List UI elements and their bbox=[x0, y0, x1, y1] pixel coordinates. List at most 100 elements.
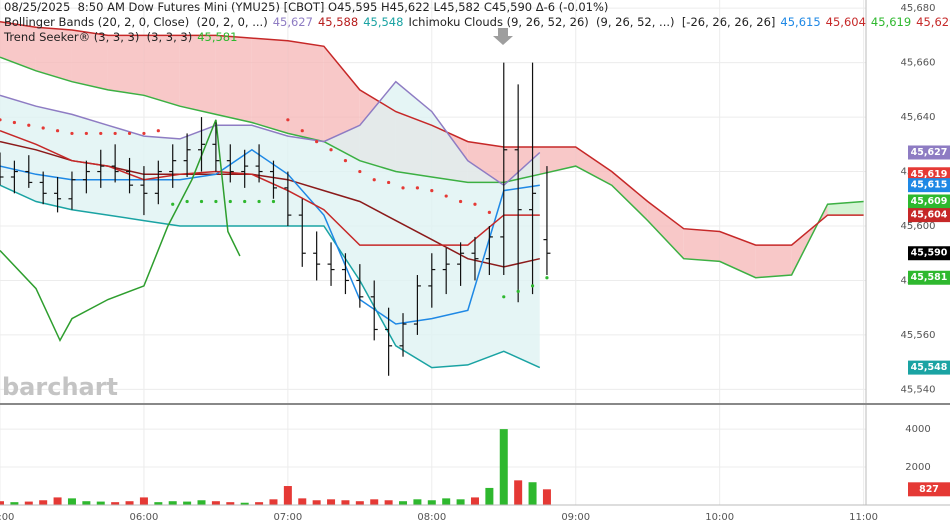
volume-bar bbox=[139, 497, 148, 505]
trend-dot bbox=[171, 202, 175, 206]
cloud-fill bbox=[719, 231, 756, 278]
price-marker bbox=[908, 360, 950, 375]
trend-dot bbox=[286, 118, 290, 122]
price-marker-label: 45,548 bbox=[911, 362, 948, 373]
volume-bar bbox=[24, 501, 33, 505]
trend-dot bbox=[243, 199, 247, 204]
legend-text: 45,627 bbox=[272, 15, 313, 29]
price-marker bbox=[908, 482, 950, 497]
trend-dot bbox=[300, 129, 304, 133]
legend-line: Trend Seeker® (3, 3, 3) (3, 3, 3) 45,581 bbox=[4, 30, 950, 45]
y-tick-label: 45,600 bbox=[901, 221, 936, 232]
cloud-fill bbox=[215, 35, 252, 123]
cloud-fill bbox=[107, 35, 144, 96]
y-tick-label: 45,680 bbox=[901, 3, 936, 14]
trend-dot bbox=[387, 180, 391, 185]
price-marker-label: 45,609 bbox=[911, 196, 948, 207]
cloud-fill bbox=[287, 40, 324, 142]
watermark: barchart bbox=[2, 373, 118, 401]
volume-bar bbox=[442, 498, 451, 505]
cloud-fill bbox=[251, 38, 288, 134]
trend-dot bbox=[27, 123, 31, 127]
volume-bar bbox=[255, 502, 264, 505]
volume-bar bbox=[370, 499, 379, 505]
legend-text: 08/25/2025 8:50 AM Dow Futures Mini (YMU… bbox=[4, 0, 609, 14]
bollinger-lower bbox=[0, 184, 541, 369]
price-marker-label: 45,619 bbox=[911, 169, 948, 180]
y-tick-label: 45,540 bbox=[901, 384, 936, 395]
y-tick-label: 45,560 bbox=[901, 330, 936, 341]
volume-bar bbox=[355, 501, 364, 505]
legend-text: 45,615 bbox=[780, 15, 821, 29]
indicator-line bbox=[0, 119, 241, 343]
volume-bar bbox=[341, 500, 350, 505]
event-arrow bbox=[493, 28, 513, 45]
volume-bar bbox=[485, 487, 494, 505]
volume-bar bbox=[211, 501, 220, 505]
volume-bar bbox=[10, 502, 19, 505]
cloud-fill bbox=[683, 228, 720, 262]
price-marker-label: 45,627 bbox=[911, 147, 948, 158]
legend: 08/25/2025 8:50 AM Dow Futures Mini (YMU… bbox=[4, 0, 950, 45]
y-tick-label: 45,640 bbox=[901, 112, 936, 123]
volume-bar bbox=[240, 502, 249, 505]
volume-bar bbox=[82, 501, 91, 505]
legend-text: 45,604 bbox=[825, 15, 866, 29]
cloud-fill bbox=[143, 35, 180, 107]
legend-text: 45,629 bbox=[916, 15, 950, 29]
y-tick-label: 2000 bbox=[905, 462, 930, 473]
volume-bar bbox=[39, 500, 48, 505]
price-marker-label: 45,604 bbox=[911, 210, 948, 221]
volume-bar bbox=[283, 486, 292, 505]
trend-dot bbox=[214, 199, 218, 204]
trend-dot bbox=[458, 199, 463, 204]
volume-bar bbox=[327, 499, 336, 505]
trend-dot bbox=[113, 131, 117, 136]
trend-dot bbox=[185, 199, 189, 204]
trend-dot bbox=[329, 148, 333, 152]
indicator-line bbox=[0, 129, 540, 246]
trend-dot bbox=[530, 284, 535, 288]
trend-dot bbox=[70, 131, 74, 136]
price-marker bbox=[908, 178, 950, 193]
x-tick-label: 11:00 bbox=[849, 512, 878, 523]
legend-text: Ichimoku Clouds (9, 26, 52, 26) (9, 26, … bbox=[408, 15, 776, 29]
price-marker-label: 45,581 bbox=[911, 272, 948, 283]
trend-dot bbox=[473, 202, 477, 206]
trend-dot bbox=[99, 131, 103, 136]
trend-dot bbox=[228, 199, 232, 204]
volume-bar bbox=[53, 497, 62, 505]
trend-dot bbox=[199, 199, 204, 204]
x-tick-label: 07:00 bbox=[273, 512, 302, 523]
volume-bar bbox=[470, 497, 479, 505]
volume-bar bbox=[312, 500, 321, 505]
legend-line bbox=[4, 407, 14, 422]
y-tick-label: 45,660 bbox=[901, 58, 936, 69]
trend-dot bbox=[156, 129, 160, 133]
trend-dot bbox=[401, 186, 405, 190]
trend-dot bbox=[0, 118, 2, 122]
trend-dot bbox=[343, 159, 348, 163]
price-marker bbox=[908, 208, 950, 223]
volume-bar bbox=[226, 502, 235, 505]
volume-bar bbox=[399, 501, 408, 505]
cloud-fill bbox=[575, 147, 612, 186]
price-marker-label: 827 bbox=[919, 484, 939, 495]
trend-dot bbox=[415, 186, 420, 190]
volume-bar bbox=[111, 502, 120, 505]
volume-bar bbox=[154, 502, 163, 505]
volume-bar bbox=[67, 498, 76, 505]
legend-line: Bollinger Bands (20, 2, 0, Close) (20, 2… bbox=[4, 15, 950, 30]
price-marker bbox=[908, 246, 950, 261]
legend-line: 08/25/2025 8:50 AM Dow Futures Mini (YMU… bbox=[4, 0, 950, 15]
cloud-fill bbox=[647, 201, 684, 259]
volume-bar bbox=[0, 501, 4, 505]
trend-dot bbox=[142, 131, 146, 136]
span-b bbox=[0, 21, 864, 246]
volume-bar bbox=[514, 480, 523, 505]
volume-bar bbox=[427, 500, 436, 505]
cloud-fill bbox=[611, 171, 648, 221]
legend-text: 45,619 bbox=[870, 15, 912, 29]
price-marker-label: 45,590 bbox=[911, 248, 948, 259]
